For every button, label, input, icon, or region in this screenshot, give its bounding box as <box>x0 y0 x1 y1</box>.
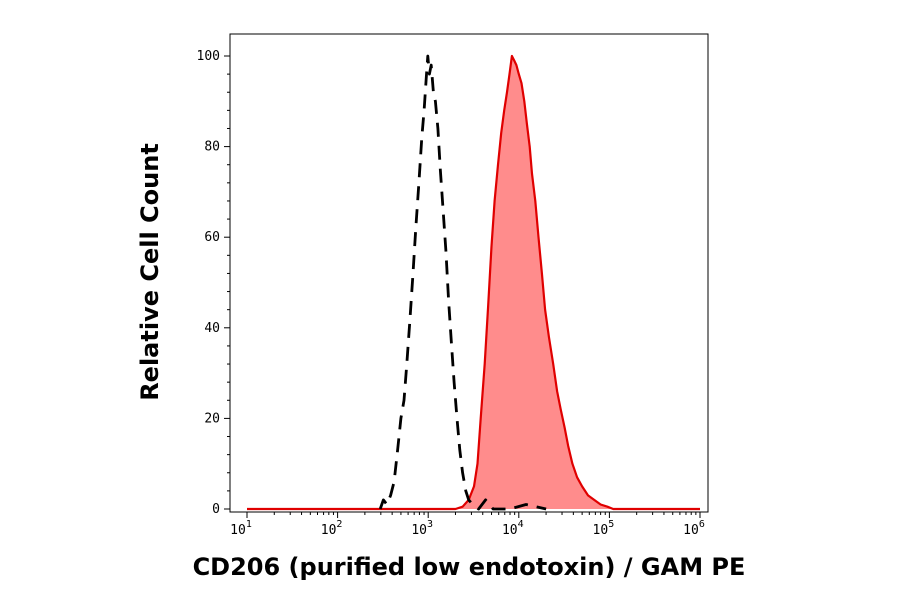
x-tick-label: 104 <box>502 519 524 538</box>
dashed-histogram-line <box>378 54 547 511</box>
x-tick-label: 102 <box>321 519 343 538</box>
axis-layer: 0 20 40 60 80 100 101 102 103 104 105 106 <box>197 49 705 538</box>
y-tick-label: 0 <box>212 502 220 517</box>
filled-histogram-outline <box>247 54 700 511</box>
y-axis-title: Relative Cell Count <box>136 143 164 401</box>
x-tick-label: 105 <box>593 519 615 538</box>
y-tick-label: 100 <box>197 49 220 64</box>
y-tick-label: 60 <box>204 230 220 245</box>
y-tick-label: 20 <box>204 411 220 426</box>
y-tick-label: 80 <box>204 140 220 155</box>
x-tick-label: 103 <box>411 519 433 538</box>
series-layer <box>247 54 700 511</box>
filled-histogram-area <box>247 56 700 509</box>
plot-frame <box>229 33 709 513</box>
x-tick-label: 101 <box>230 519 252 538</box>
x-tick-label: 106 <box>683 519 705 538</box>
x-axis-title: CD206 (purified low endotoxin) / GAM PE <box>193 553 746 581</box>
y-tick-label: 40 <box>204 321 220 336</box>
